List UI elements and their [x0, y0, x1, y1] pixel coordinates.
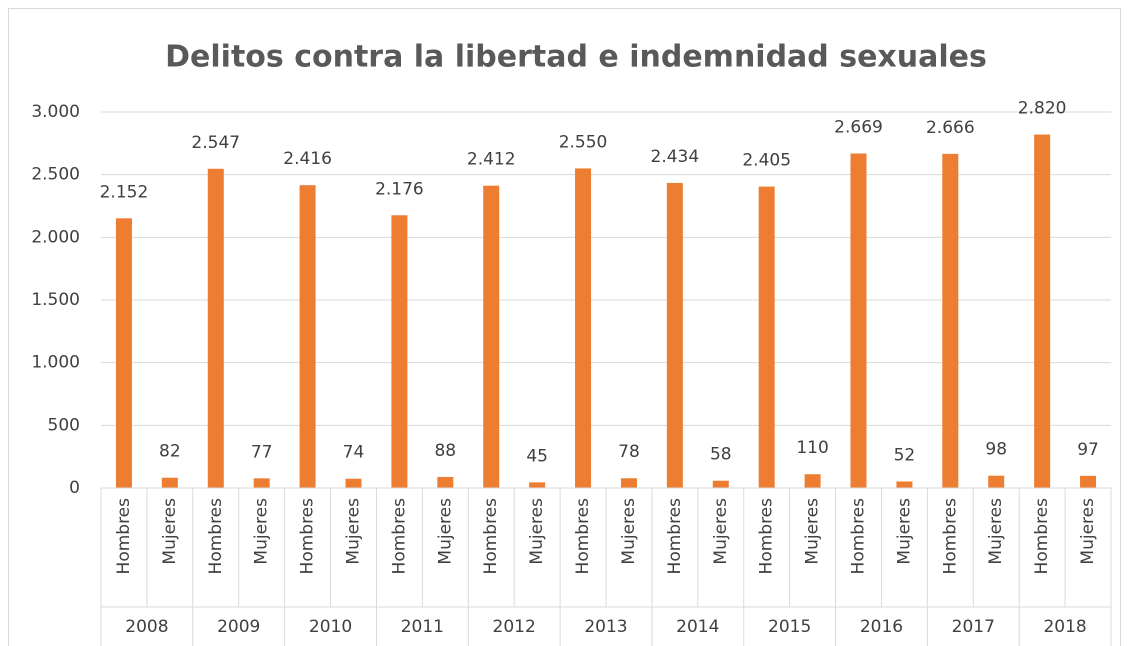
x-tick-label: Mujeres: [803, 498, 823, 565]
bar: [437, 476, 454, 488]
bar: [666, 182, 683, 488]
y-tick-label: 1.000: [31, 353, 80, 373]
bar: [1080, 475, 1097, 488]
y-tick-label: 500: [48, 415, 80, 435]
data-label: 2.405: [742, 151, 791, 171]
bar: [896, 481, 913, 488]
x-tick-label: Hombres: [481, 498, 501, 575]
x-tick-label: Mujeres: [252, 498, 272, 565]
bar: [942, 153, 959, 488]
data-label: 77: [251, 442, 273, 462]
x-tick-label: Hombres: [1032, 498, 1052, 575]
data-label: 74: [343, 443, 365, 463]
data-label: 110: [796, 438, 828, 458]
x-tick-label: Hombres: [665, 498, 685, 575]
data-label: 52: [894, 445, 916, 465]
data-label: 88: [434, 441, 456, 461]
x-tick-label: Mujeres: [619, 498, 639, 565]
data-label: 58: [710, 445, 732, 465]
group-label: 2008: [125, 617, 168, 637]
data-label: 2.547: [191, 133, 240, 153]
x-tick-label: Hombres: [573, 498, 593, 575]
chart-title: Delitos contra la libertad e indemnidad …: [165, 40, 987, 75]
x-tick-label: Mujeres: [344, 498, 364, 565]
group-label: 2011: [401, 617, 444, 637]
data-label: 98: [985, 440, 1007, 460]
group-label: 2009: [217, 617, 260, 637]
x-tick-label: Hombres: [114, 498, 134, 575]
data-label: 82: [159, 442, 181, 462]
x-tick-label: Mujeres: [894, 498, 914, 565]
x-tick-label: Mujeres: [160, 498, 180, 565]
data-label: 78: [618, 442, 640, 462]
x-tick-label: Mujeres: [435, 498, 455, 565]
data-label: 45: [526, 446, 548, 466]
bar: [115, 218, 132, 489]
bar: [712, 480, 729, 488]
x-tick-label: Mujeres: [986, 498, 1006, 565]
x-tick-label: Hombres: [206, 498, 226, 575]
bar: [988, 475, 1005, 488]
y-tick-label: 2.000: [31, 227, 80, 247]
data-label: 2.820: [1018, 99, 1067, 119]
group-label: 2017: [952, 617, 995, 637]
bar: [483, 185, 500, 489]
bar: [758, 186, 775, 488]
data-label: 2.416: [283, 149, 332, 169]
data-label: 2.412: [467, 150, 516, 170]
bar: [161, 477, 178, 488]
bar: [207, 168, 224, 488]
data-label: 2.434: [651, 147, 700, 167]
y-tick-label: 0: [69, 478, 80, 498]
x-tick-label: Hombres: [849, 498, 869, 575]
bar: [1034, 134, 1051, 488]
data-label: 2.666: [926, 118, 975, 138]
y-tick-label: 1.500: [31, 290, 80, 310]
x-tick-label: Mujeres: [527, 498, 547, 565]
group-label: 2012: [493, 617, 536, 637]
x-tick-label: Hombres: [940, 498, 960, 575]
bar: [529, 482, 546, 488]
bar: [804, 474, 821, 488]
group-label: 2018: [1043, 617, 1086, 637]
data-label: 2.176: [375, 179, 424, 199]
bar: [850, 153, 867, 488]
bar: [620, 478, 637, 488]
data-label: 97: [1077, 440, 1099, 460]
group-label: 2013: [584, 617, 627, 637]
x-tick-label: Mujeres: [711, 498, 731, 565]
x-tick-label: Hombres: [298, 498, 318, 575]
bar: [345, 478, 362, 488]
x-tick-label: Hombres: [757, 498, 777, 575]
chart-border: [8, 8, 1121, 646]
bar: [299, 185, 316, 488]
bar: [391, 215, 408, 489]
y-tick-label: 3.000: [31, 102, 80, 122]
bar: [575, 168, 592, 488]
y-tick-label: 2.500: [31, 165, 80, 185]
bar: [253, 478, 270, 488]
x-tick-label: Hombres: [389, 498, 409, 575]
data-label: 2.550: [559, 132, 608, 152]
group-label: 2010: [309, 617, 352, 637]
data-label: 2.152: [100, 182, 149, 202]
group-label: 2014: [676, 617, 719, 637]
data-label: 2.669: [834, 117, 883, 137]
x-tick-label: Mujeres: [1078, 498, 1098, 565]
group-label: 2015: [768, 617, 811, 637]
group-label: 2016: [860, 617, 903, 637]
